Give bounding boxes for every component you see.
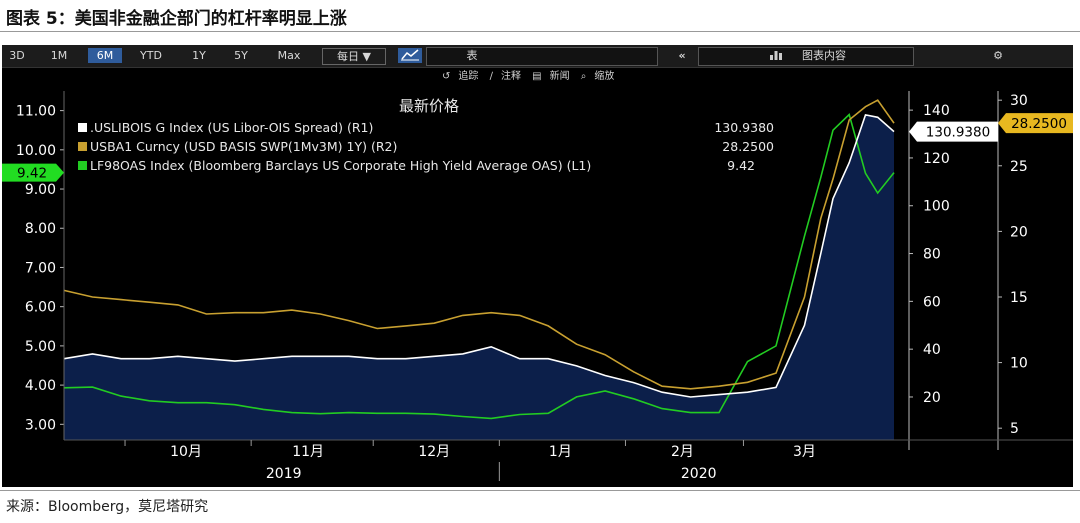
left-axis-tick-label: 11.00 (16, 104, 56, 120)
r2-value-tag-text: 28.2500 (1011, 116, 1067, 132)
source-note: 来源：Bloomberg，莫尼塔研究 (6, 499, 209, 515)
right1-axis-tick-label: 40 (923, 342, 941, 358)
figure-title: 图表 5：美国非金融企部门的杠杆率明显上涨 (6, 9, 347, 29)
bloomberg-terminal-panel: 3D 1M 6M YTD 1Y 5Y Max 每日 ▼ 表 « 图表内容 ⚙ ↺… (2, 45, 1073, 487)
left-axis-tick-label: 4.00 (25, 378, 56, 394)
chart-content-icon-glyph (770, 51, 782, 60)
right1-axis-tick-label: 120 (923, 151, 950, 167)
chart-svg: 3.00 4.00 5.00 6.00 7.00 8.00 9.00 10.00 11.00 20… (2, 91, 1073, 482)
month-label: 1月 (549, 444, 572, 460)
r2-value-tag (998, 113, 1073, 134)
right1-axis-tick-label: 140 (923, 103, 950, 119)
news-icon: ▤ (532, 71, 542, 82)
period-ytd-button[interactable]: YTD (140, 49, 162, 62)
month-label: 10月 (170, 444, 202, 460)
period-1m-button[interactable]: 1M (50, 49, 68, 62)
left-axis-tick-label: 6.00 (25, 300, 56, 316)
legend-text-usd-basis: USBA1 Curncy (USD BASIS SWP(1Mv3M) 1Y) (… (90, 139, 397, 154)
zoom-icon: ⌕ (580, 71, 587, 82)
table-box (426, 47, 658, 66)
table-button[interactable]: 表 (466, 49, 478, 62)
legend-swatch-libor-ois (78, 123, 87, 132)
period-5y-button[interactable]: 5Y (234, 49, 248, 62)
title-rule (0, 31, 1080, 32)
month-label: 3月 (793, 444, 816, 460)
chart-content-box (698, 47, 914, 66)
legend-value-usd-basis: 28.2500 (722, 139, 774, 154)
month-label: 11月 (292, 444, 324, 460)
legend-value-libor-ois: 130.9380 (714, 120, 774, 135)
year-label: 2019 (266, 466, 302, 482)
double-chevron-left-icon[interactable]: « (678, 49, 686, 62)
right2-axis-tick-label: 5 (1010, 421, 1019, 437)
track-button[interactable]: 追踪 (458, 71, 479, 82)
left-axis-tick-label: 10.00 (16, 143, 56, 159)
chart-subbar: ↺ 追踪 ∕ 注释 ▤ 新闻 ⌕ 缩放 (442, 67, 622, 82)
right2-axis-tick-label: 30 (1010, 93, 1028, 109)
month-label: 2月 (671, 444, 694, 460)
right2-axis-tick-label: 10 (1010, 356, 1028, 372)
year-label: 2020 (681, 466, 717, 482)
right1-axis-tick-label: 100 (923, 199, 950, 215)
chart-content-button[interactable]: 图表内容 (802, 49, 846, 62)
chart-content-icon (766, 48, 786, 63)
series-line-1 (63, 99, 895, 390)
legend-swatch-usd-basis (78, 142, 87, 151)
chart-toolbar: 3D 1M 6M YTD 1Y 5Y Max 每日 ▼ 表 « 图表内容 ⚙ (2, 45, 1073, 68)
series-line-2 (63, 112, 895, 420)
l1-value-tag (2, 163, 64, 182)
right2-axis-tick-label: 15 (1010, 290, 1028, 306)
frequency-dropdown[interactable]: 每日 ▼ (322, 48, 386, 65)
l1-value-tag-text: 9.42 (17, 166, 47, 182)
zoom-button[interactable]: 缩放 (594, 71, 615, 82)
left-axis-tick-label: 8.00 (25, 221, 56, 237)
right1-axis-tick-label: 20 (923, 390, 941, 406)
legend-text-hy-oas: LF98OAS Index (Bloomberg Barclays US Cor… (90, 158, 591, 173)
right2-axis-tick-label: 25 (1010, 159, 1028, 175)
chart-title: 最新价格 (399, 97, 459, 115)
legend-swatch-hy-oas (78, 161, 87, 170)
period-1y-button[interactable]: 1Y (192, 49, 206, 62)
r1-value-tag (909, 121, 998, 142)
right1-axis-tick-label: 60 (923, 294, 941, 310)
right1-axis-tick-label: 80 (923, 247, 941, 263)
left-axis-tick-label: 5.00 (25, 339, 56, 355)
news-button[interactable]: 新闻 (549, 71, 570, 82)
annotate-button[interactable]: 注释 (500, 71, 521, 82)
annotate-icon: ∕ (489, 71, 493, 82)
gear-icon[interactable]: ⚙ (993, 49, 1003, 62)
left-axis-tick-label: 7.00 (25, 260, 56, 276)
series-line-0 (63, 113, 895, 398)
r1-value-tag-text: 130.9380 (926, 125, 990, 141)
line-chart-icon[interactable] (398, 48, 422, 63)
legend-value-hy-oas: 9.42 (727, 158, 755, 173)
left-axis-tick-label: 3.00 (25, 417, 56, 433)
period-max-button[interactable]: Max (277, 49, 301, 62)
line-chart-icon-glyph (401, 49, 419, 61)
track-icon: ↺ (442, 71, 451, 82)
legend-text-libor-ois: .USLIBOIS G Index (US Libor-OIS Spread) … (90, 120, 373, 135)
month-label: 12月 (418, 444, 450, 460)
right2-axis-tick-label: 20 (1010, 224, 1028, 240)
left-axis-tick-label: 9.00 (25, 182, 56, 198)
source-rule (0, 490, 1080, 491)
period-6m-button[interactable]: 6M (88, 48, 122, 63)
period-3d-button[interactable]: 3D (9, 49, 25, 62)
